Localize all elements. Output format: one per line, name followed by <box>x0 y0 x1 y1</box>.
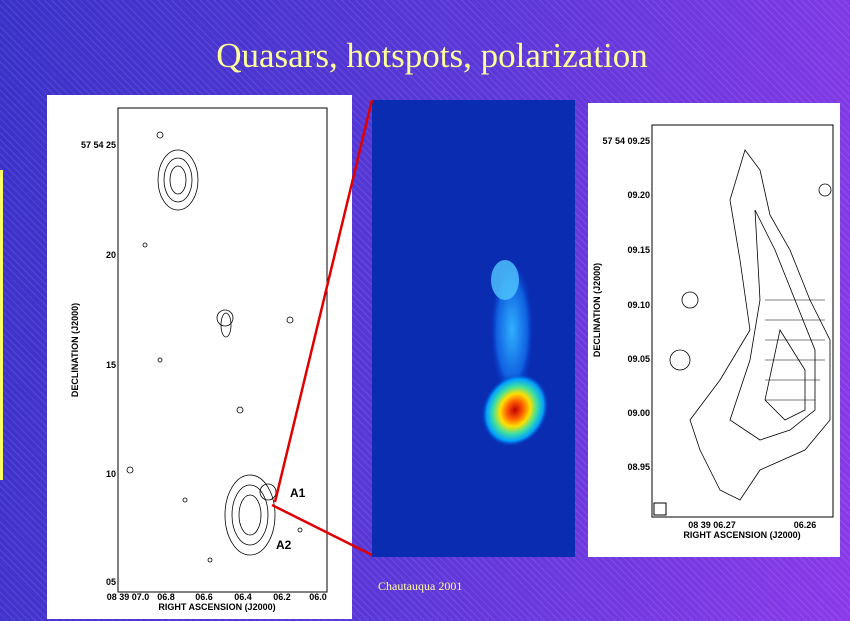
slide: Quasars, hotspots, polarization 57 54 25… <box>0 0 850 621</box>
annotation: A1 <box>290 486 306 500</box>
right-panel: 57 54 09.25 09.20 09.15 09.10 09.05 09.0… <box>588 103 840 557</box>
x-axis-label: RIGHT ASCENSION (J2000) <box>683 530 800 540</box>
slide-canvas: Quasars, hotspots, polarization 57 54 25… <box>0 0 850 621</box>
y-tick-label: 08.95 <box>627 462 650 472</box>
hotspot-image <box>372 100 575 557</box>
side-bar <box>0 170 3 480</box>
annotation: A2 <box>276 538 292 552</box>
slide-title: Quasars, hotspots, polarization <box>216 36 648 75</box>
x-tick-label: 06.8 <box>157 592 175 602</box>
y-tick-label: 57 54 09.25 <box>602 136 650 146</box>
x-tick-label: 06.4 <box>234 592 252 602</box>
y-tick-label: 09.05 <box>627 354 650 364</box>
y-tick-label: 05 <box>106 577 116 587</box>
y-axis-label: DECLINATION (J2000) <box>592 263 602 357</box>
x-tick-label: 06.0 <box>309 592 327 602</box>
x-tick-label: 06.2 <box>273 592 291 602</box>
x-axis-label: RIGHT ASCENSION (J2000) <box>158 602 275 612</box>
y-tick-label: 09.15 <box>627 245 650 255</box>
y-tick-label: 57 54 25 <box>81 140 116 150</box>
x-tick-label: 08 39 07.0 <box>107 592 150 602</box>
y-tick-label: 09.20 <box>627 190 650 200</box>
x-tick-label: 08 39 06.27 <box>688 520 736 530</box>
y-tick-label: 10 <box>106 469 116 479</box>
y-tick-label: 09.10 <box>627 300 650 310</box>
y-tick-label: 20 <box>106 250 116 260</box>
footer: Chautauqua 2001 <box>378 579 462 593</box>
x-tick-label: 06.26 <box>794 520 817 530</box>
y-tick-label: 09.00 <box>627 408 650 418</box>
x-tick-label: 06.6 <box>195 592 213 602</box>
y-axis-label: DECLINATION (J2000) <box>70 303 80 397</box>
left-panel: 57 54 25 20 15 10 05 08 39 07.0 06.8 06.… <box>47 95 352 619</box>
y-tick-label: 15 <box>106 360 116 370</box>
